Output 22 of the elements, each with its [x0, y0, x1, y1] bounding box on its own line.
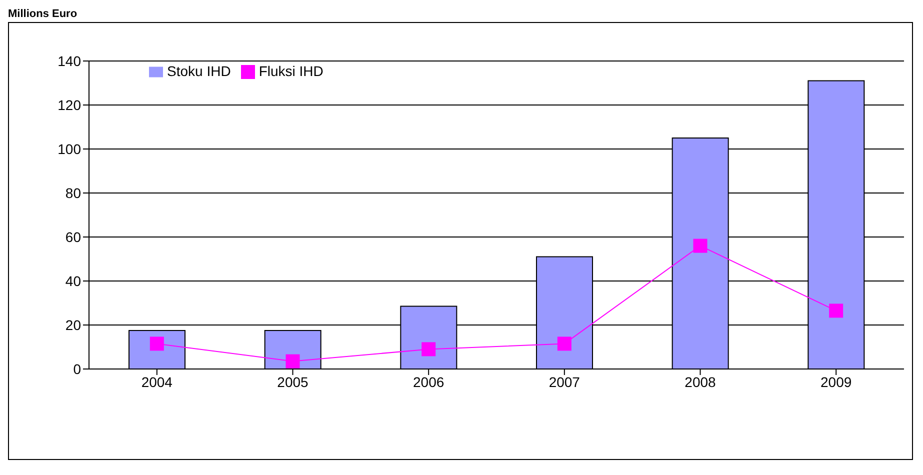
point	[422, 342, 436, 356]
y-axis-title: Millions Euro	[8, 8, 78, 22]
y-tick-label: 20	[65, 316, 82, 333]
x-tick-label: 2007	[548, 374, 580, 390]
y-tick-label: 0	[73, 360, 82, 377]
x-tick-label: 2006	[413, 374, 444, 390]
legend-label: Stoku IHD	[167, 63, 231, 79]
y-tick-label: 80	[65, 184, 82, 201]
point	[557, 336, 572, 351]
legend-label: Fluksi IHD	[258, 63, 324, 79]
x-tick-label: 2004	[141, 374, 173, 390]
y-tick-label: 140	[58, 52, 82, 69]
y-tick-label: 100	[58, 140, 82, 157]
x-tick-label: 2005	[277, 374, 309, 390]
point	[693, 238, 708, 253]
x-tick-label: 2009	[820, 374, 852, 390]
y-tick-label: 60	[65, 228, 82, 245]
x-tick-label: 2008	[684, 374, 716, 390]
y-tick-label: 120	[58, 96, 82, 113]
point	[829, 304, 844, 318]
y-tick-label: 40	[65, 272, 82, 289]
point	[286, 354, 300, 368]
